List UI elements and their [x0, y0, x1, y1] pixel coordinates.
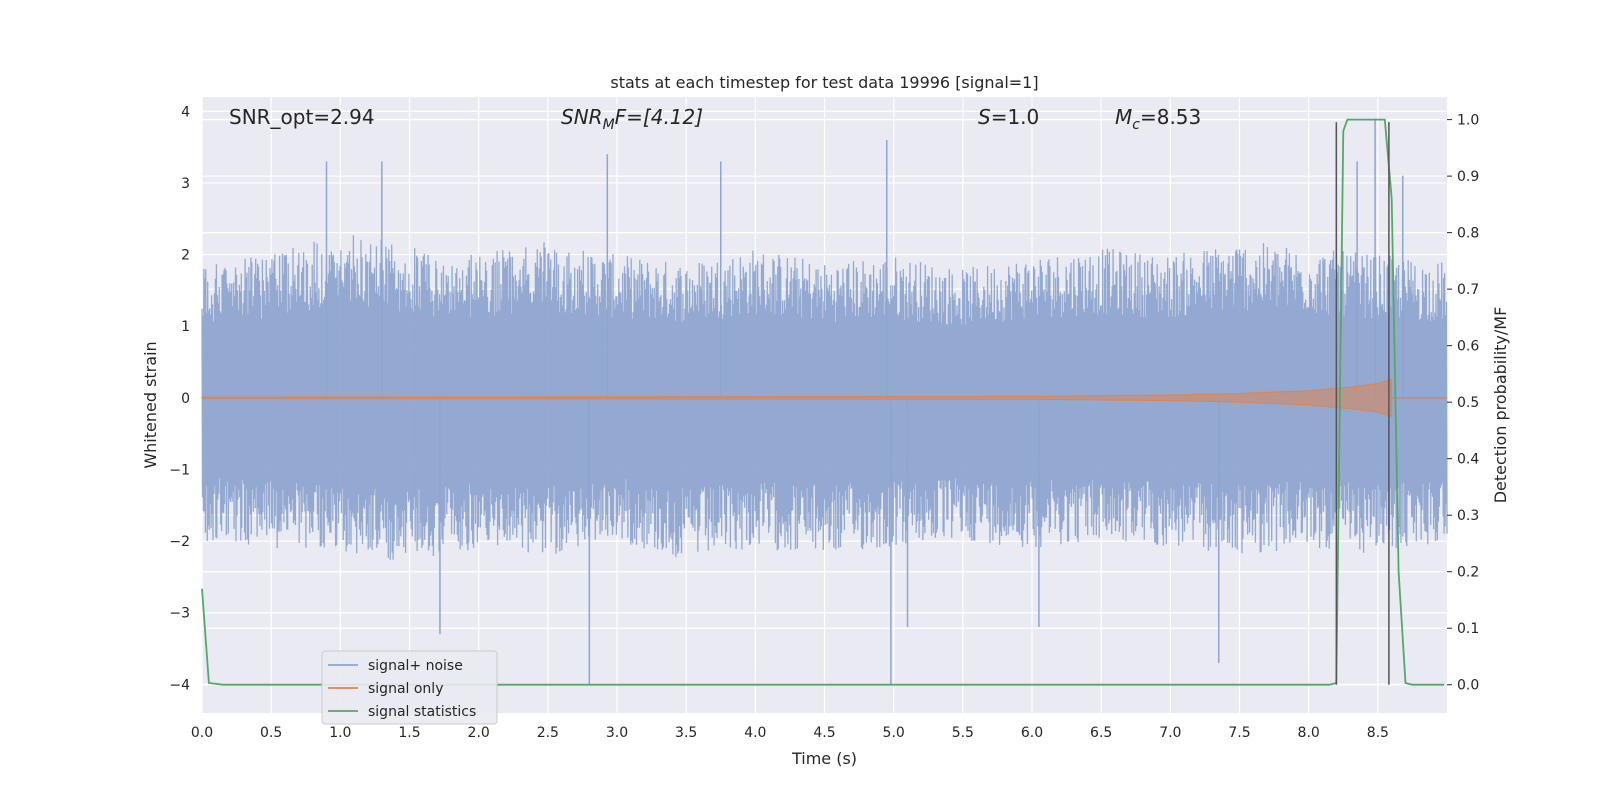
x-tick-label: 3.0: [606, 725, 628, 741]
statistics-trace: [201, 118, 1445, 686]
chart-title: stats at each timestep for test data 199…: [610, 73, 1038, 92]
annotation-mc-rest: =8.53: [1140, 105, 1201, 129]
x-tick-label: 0.5: [260, 725, 282, 741]
y-axis-label-left: Whitened strain: [141, 341, 160, 468]
x-tick-label: 8.0: [1298, 725, 1320, 741]
x-axis-label: Time (s): [791, 749, 857, 768]
legend-label: signal statistics: [368, 704, 476, 720]
legend: signal+ noise signal only signal statistic…: [321, 650, 498, 725]
signal-trace: [201, 378, 1447, 418]
y-left-tick-label: 0: [181, 391, 190, 407]
y-right-tick-label: 0.5: [1457, 395, 1479, 411]
annotation-snr-mf-sub: M: [603, 117, 615, 133]
y-right-tick-label: 0.4: [1457, 452, 1479, 468]
axis-ticks: 0.0 0.5 1.0 1.5 2.0 2.5 3.0 3.5 4.0 4.5 5.0 5.5 6.0 6…: [169, 104, 1479, 741]
annotation-mc-sub: c: [1132, 117, 1140, 133]
legend-label: signal only: [368, 681, 443, 697]
y-left-tick-label: 2: [181, 248, 190, 264]
annotation-snr-mf: SNRMF=[4.12]: [561, 105, 703, 133]
noise-line: [201, 235, 1448, 560]
y-axis-label-right: Detection probability/MF: [1491, 307, 1510, 504]
x-tick-label: 5.0: [883, 725, 905, 741]
x-tick-label: 2.0: [468, 725, 490, 741]
x-tick-label: 3.5: [675, 725, 697, 741]
x-tick-label: 4.0: [744, 725, 766, 741]
annotation-snr-mf-rest: F=[4.12]: [615, 105, 703, 129]
x-tick-label: 8.5: [1367, 725, 1389, 741]
y-right-tick-label: 0.2: [1457, 565, 1479, 581]
annotation-s-main: S: [978, 105, 991, 129]
y-right-tick-label: 1.0: [1457, 113, 1479, 129]
x-tick-label: 0.0: [191, 725, 213, 741]
legend-box: [321, 650, 498, 725]
y-left-tick-label: −2: [169, 534, 190, 550]
event-markers: [1335, 122, 1390, 685]
y-left-tick-label: 3: [181, 176, 190, 192]
x-tick-label: 1.0: [329, 725, 351, 741]
y-right-tick-label: 0.6: [1457, 339, 1479, 355]
y-left-tick-label: 1: [181, 319, 190, 335]
statistics-line: [201, 118, 1445, 686]
y-right-tick-label: 0.8: [1457, 226, 1479, 242]
y-left-tick-label: −1: [169, 462, 190, 478]
y-right-tick-label: 0.7: [1457, 282, 1479, 298]
annotation-mc-main: M: [1115, 105, 1132, 129]
x-tick-label: 6.0: [1021, 725, 1043, 741]
y-right-tick-label: 0.9: [1457, 169, 1479, 185]
x-tick-label: 7.0: [1159, 725, 1181, 741]
annotation-s-rest: =1.0: [991, 105, 1040, 129]
y-right-tick-label: 0.0: [1457, 678, 1479, 694]
y-right-tick-label: 0.3: [1457, 508, 1479, 524]
annotation-s: S=1.0: [978, 105, 1039, 129]
annotation-snr-opt: SNR_opt=2.94: [229, 105, 375, 129]
x-tick-label: 2.5: [537, 725, 559, 741]
signal-envelope: [201, 378, 1393, 418]
x-tick-label: 1.5: [398, 725, 420, 741]
y-left-tick-label: −4: [169, 677, 190, 693]
x-tick-label: 6.5: [1090, 725, 1112, 741]
noise-trace: [201, 118, 1448, 685]
y-right-tick-label: 0.1: [1457, 621, 1479, 637]
x-tick-label: 5.5: [952, 725, 974, 741]
annotation-mc: Mc=8.53: [1115, 105, 1201, 133]
y-left-tick-label: 4: [181, 104, 190, 120]
y-left-tick-label: −3: [169, 606, 190, 622]
annotation-snr-mf-main: SNR: [561, 105, 603, 129]
x-tick-label: 4.5: [813, 725, 835, 741]
x-tick-label: 7.5: [1228, 725, 1250, 741]
legend-label: signal+ noise: [368, 658, 463, 674]
